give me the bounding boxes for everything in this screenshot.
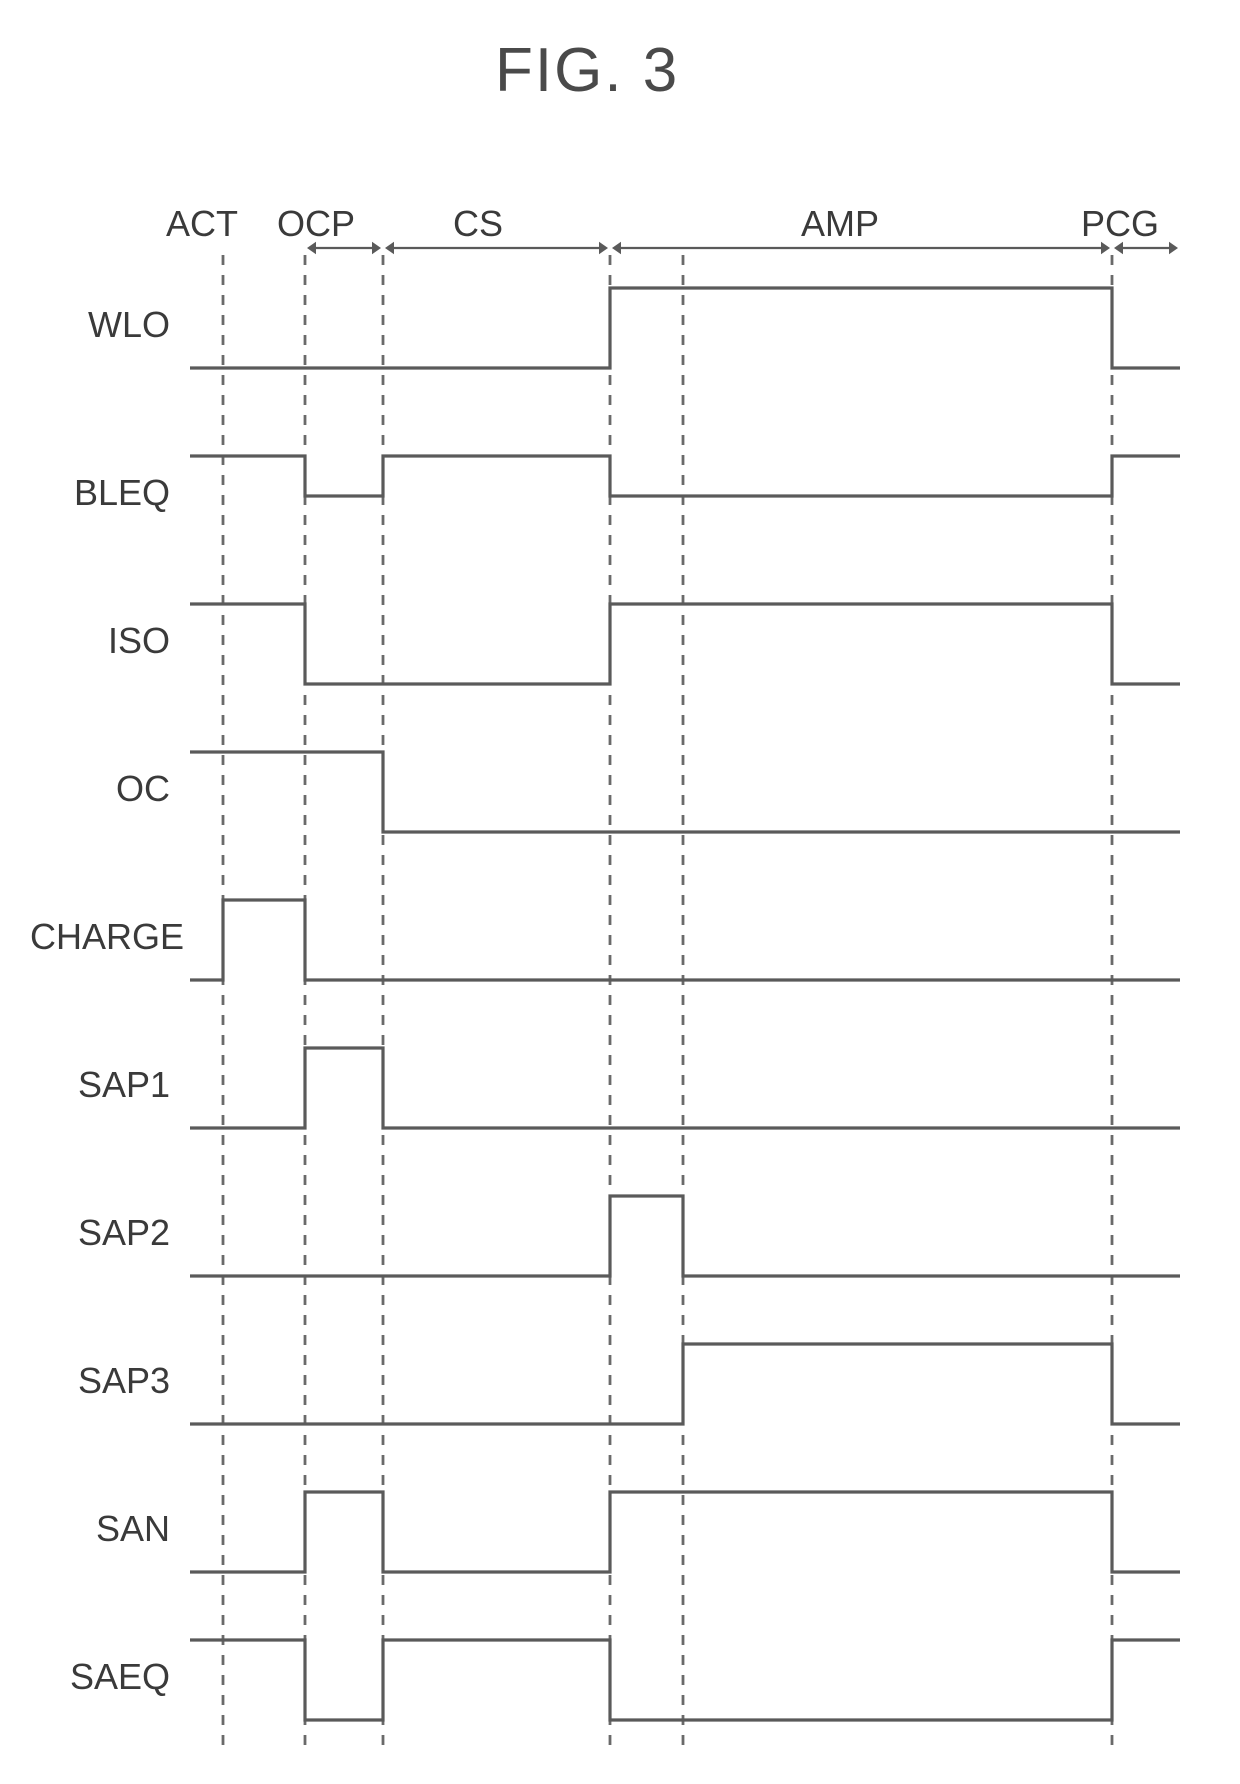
waveform-sap2 <box>190 1196 1180 1276</box>
waveform-wlo <box>190 288 1180 368</box>
waveform-sap3 <box>190 1344 1180 1424</box>
timing-diagram-svg <box>0 0 1240 1784</box>
timing-diagram-page: FIG. 3 ACTOCPCSAMPPCG WLOBLEQISOOCCHARGE… <box>0 0 1240 1784</box>
waveform-san <box>190 1492 1180 1572</box>
waveform-bleq <box>190 456 1180 496</box>
waveform-saeq <box>190 1640 1180 1720</box>
waveform-oc <box>190 752 1180 832</box>
waveform-charge <box>190 900 1180 980</box>
waveform-iso <box>190 604 1180 684</box>
waveform-sap1 <box>190 1048 1180 1128</box>
